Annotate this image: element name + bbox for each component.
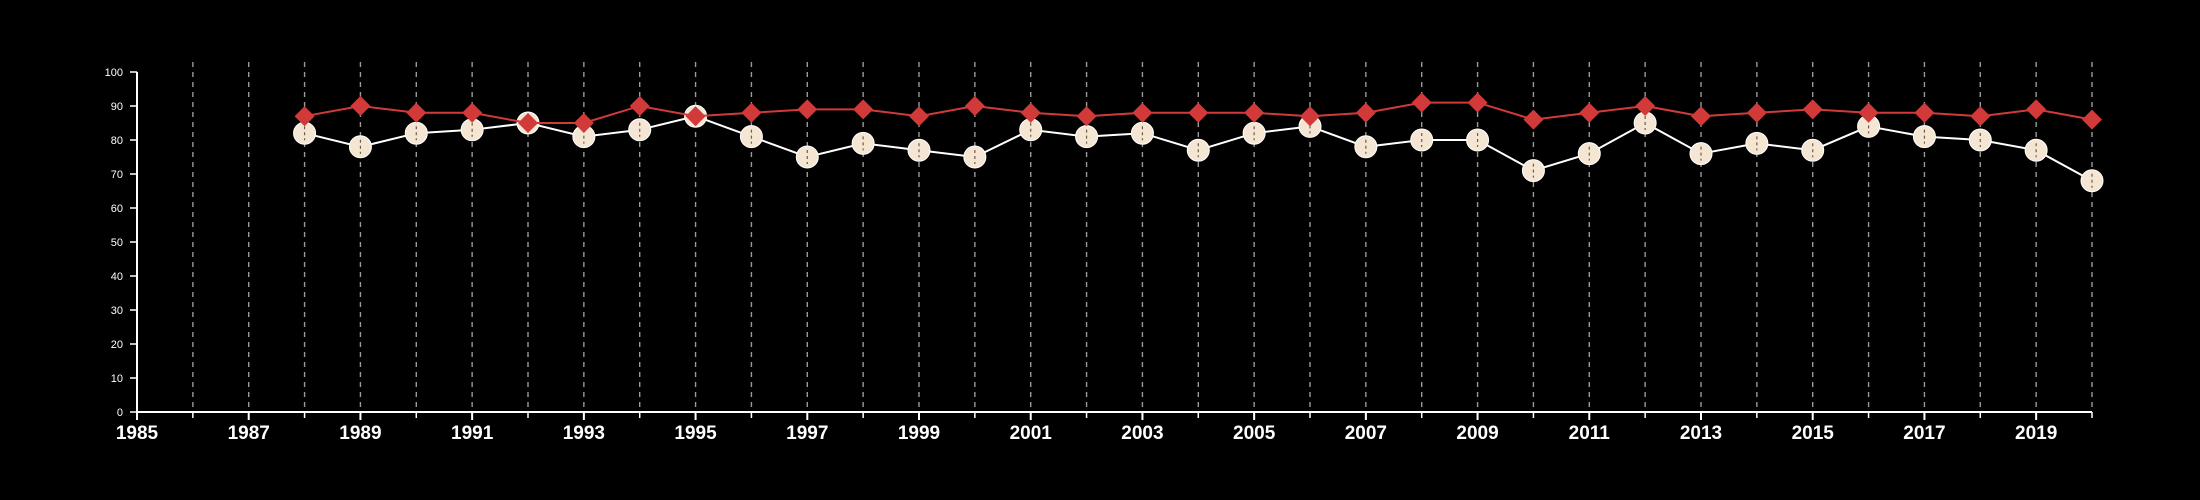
x-tick-label: 2015 bbox=[1792, 423, 1835, 444]
data-point-diamond bbox=[518, 113, 538, 133]
y-tick-label: 20 bbox=[111, 339, 123, 351]
data-point-diamond bbox=[462, 102, 483, 123]
x-tick-label: 2003 bbox=[1121, 423, 1163, 444]
x-tick-label: 1993 bbox=[563, 423, 605, 444]
data-point-diamond bbox=[629, 96, 650, 116]
data-point-diamond bbox=[853, 99, 874, 120]
data-point-diamond bbox=[1244, 102, 1265, 123]
data-point-diamond bbox=[1914, 102, 1935, 123]
data-point-diamond bbox=[406, 102, 427, 123]
y-tick-label: 80 bbox=[111, 135, 123, 147]
data-point-diamond bbox=[1411, 92, 1432, 113]
grid-lines bbox=[192, 62, 2093, 412]
data-point-diamond bbox=[294, 106, 315, 127]
data-point-diamond bbox=[1188, 102, 1209, 123]
y-tick-label: 60 bbox=[111, 203, 123, 215]
y-tick-label: 10 bbox=[111, 373, 123, 385]
data-point-diamond bbox=[1523, 109, 1544, 130]
data-point-diamond bbox=[1132, 102, 1153, 123]
data-point-diamond bbox=[1746, 102, 1767, 123]
data-point-diamond bbox=[1970, 106, 1991, 127]
data-point-diamond bbox=[964, 96, 985, 116]
data-point-diamond bbox=[2026, 99, 2047, 120]
data-point-diamond bbox=[1300, 106, 1320, 127]
data-point-diamond bbox=[1020, 102, 1041, 123]
x-tick-label: 1999 bbox=[898, 423, 940, 444]
data-series bbox=[293, 92, 2104, 193]
x-tick-label: 2001 bbox=[1010, 423, 1053, 444]
x-tick-label: 2019 bbox=[2015, 423, 2057, 444]
data-point-diamond bbox=[1635, 96, 1656, 116]
data-point-diamond bbox=[1691, 106, 1711, 127]
series-circle bbox=[293, 104, 2104, 193]
data-point-diamond bbox=[573, 113, 594, 133]
series-diamond bbox=[294, 92, 2102, 133]
data-point-diamond bbox=[1355, 102, 1376, 123]
x-tick-label: 1991 bbox=[451, 423, 494, 444]
data-point-diamond bbox=[1858, 102, 1879, 123]
data-point-diamond bbox=[797, 99, 818, 120]
y-tick-label: 90 bbox=[111, 101, 123, 113]
data-point-diamond bbox=[909, 106, 929, 127]
x-tick-label: 1995 bbox=[674, 423, 717, 444]
x-tick-label: 2005 bbox=[1233, 423, 1276, 444]
data-point-diamond bbox=[1076, 106, 1097, 127]
data-point-diamond bbox=[2082, 109, 2102, 130]
y-tick-label: 40 bbox=[111, 271, 123, 283]
y-tick-label: 50 bbox=[111, 237, 123, 249]
x-tick-label: 2009 bbox=[1456, 423, 1498, 444]
x-tick-label: 1985 bbox=[116, 423, 159, 444]
x-tick-label: 2013 bbox=[1680, 423, 1722, 444]
x-tick-label: 2011 bbox=[1569, 423, 1611, 444]
x-tick-label: 1989 bbox=[339, 423, 381, 444]
x-tick-label: 2007 bbox=[1345, 423, 1387, 444]
y-tick-label: 100 bbox=[105, 67, 123, 79]
x-tick-label: 1997 bbox=[786, 423, 828, 444]
data-point-diamond bbox=[1802, 99, 1823, 120]
y-tick-label: 0 bbox=[117, 407, 123, 419]
data-point-diamond bbox=[741, 102, 762, 123]
y-tick-label: 30 bbox=[111, 305, 123, 317]
x-tick-label: 2017 bbox=[1903, 423, 1945, 444]
data-point-diamond bbox=[1579, 102, 1600, 123]
axes: 0 10 20 30 40 50 60 70 80 90 100 1985 1987 1989 1991 19… bbox=[105, 67, 2093, 444]
data-point-diamond bbox=[685, 106, 706, 127]
x-tick-label: 1987 bbox=[228, 423, 270, 444]
y-tick-label: 70 bbox=[111, 169, 123, 181]
data-point-diamond bbox=[350, 96, 371, 116]
data-point-diamond bbox=[1467, 92, 1488, 113]
